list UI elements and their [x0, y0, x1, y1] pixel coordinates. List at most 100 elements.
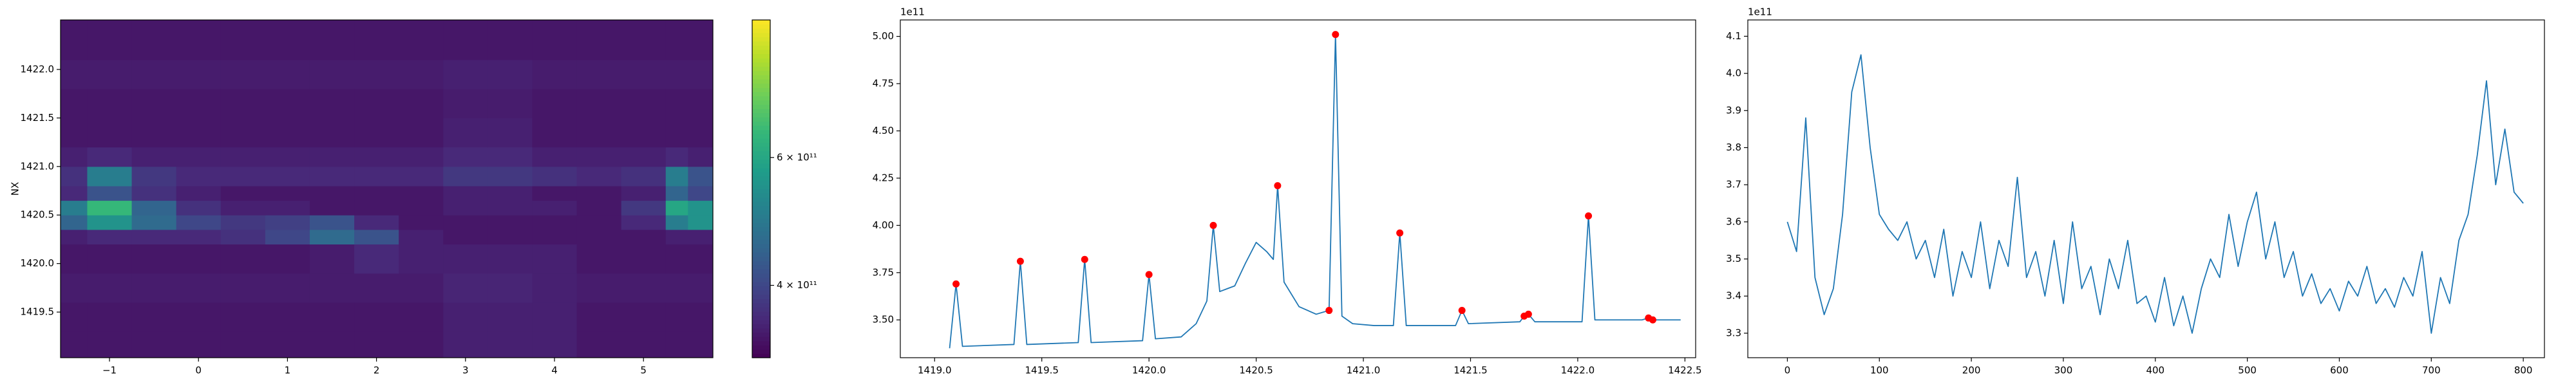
heatmap-cell: [87, 147, 133, 167]
heatmap-cell: [265, 302, 310, 332]
marker: [1396, 229, 1404, 237]
x-tick-label: 600: [2330, 365, 2349, 376]
heatmap-cell: [488, 185, 533, 201]
heatmap-cell: [399, 215, 444, 230]
colorbar-strip: [752, 163, 770, 169]
heatmap-cell: [265, 166, 310, 187]
heatmap-cell: [532, 302, 578, 332]
heatmap-cell: [309, 244, 355, 274]
heatmap-cell: [688, 273, 714, 303]
heatmap-cell: [265, 20, 310, 60]
colorbar-strip: [752, 146, 770, 152]
colorbar-strip: [752, 49, 770, 55]
heatmap-cell: [688, 302, 714, 332]
colorbar-strip: [752, 197, 770, 202]
colorbar-strip: [752, 315, 770, 320]
heatmap-cell: [443, 185, 488, 201]
colorbar-tick-label: 4 × 10¹¹: [777, 279, 817, 291]
colorbar-strip: [752, 345, 770, 350]
heatmap-cell: [576, 59, 622, 89]
heatmap-cell: [176, 118, 222, 148]
colorbar-strip: [752, 53, 770, 59]
heatmap-cell: [309, 229, 355, 244]
y-tick-label: 3.6: [1726, 216, 1741, 227]
x-tick-label: 700: [2422, 365, 2441, 376]
colorbar-strip: [752, 113, 770, 118]
heatmap-cell: [488, 118, 533, 148]
heatmap-cell: [576, 166, 622, 187]
heatmap-cell: [532, 89, 578, 118]
heatmap-cell: [354, 229, 399, 244]
heatmap-cell: [488, 229, 533, 244]
heatmap-cell: [576, 302, 622, 332]
heatmap-cell: [621, 229, 667, 244]
heatmap-cell: [176, 229, 222, 244]
heatmap-cell: [665, 244, 688, 274]
heatmap-cell: [309, 215, 355, 230]
heatmap-cell: [576, 147, 622, 167]
y-offset-label: 1e11: [900, 6, 925, 18]
heatmap-cell: [265, 215, 310, 230]
colorbar-strip: [752, 223, 770, 228]
heatmap-cell: [665, 331, 688, 358]
heatmap-cell: [354, 273, 399, 303]
heatmap-cell: [443, 331, 488, 358]
colorbar-strip: [752, 28, 770, 33]
colorbar-strip: [752, 167, 770, 172]
colorbar-strip: [752, 294, 770, 299]
heatmap-cell: [621, 215, 667, 230]
heatmap-cell: [443, 147, 488, 167]
heatmap-cell: [61, 331, 88, 358]
heatmap-cell: [488, 215, 533, 230]
heatmap-cell: [488, 302, 533, 332]
heatmap-cell: [576, 215, 622, 230]
heatmap-cell: [131, 273, 177, 303]
heatmap-cell: [87, 273, 133, 303]
heatmap-cell: [176, 185, 222, 201]
heatmap-cell: [621, 59, 667, 89]
heatmap-cell: [87, 166, 133, 187]
heatmap-cell: [399, 147, 444, 167]
x-tick-label: 2: [374, 365, 380, 376]
heatmap-cell: [399, 331, 444, 358]
axes-frame: [60, 19, 714, 358]
heatmap-cell: [131, 302, 177, 332]
heatmap-cell: [665, 59, 688, 89]
heatmap-cell: [354, 244, 399, 274]
heatmap-cell: [399, 185, 444, 201]
colorbar-strip: [752, 96, 770, 101]
heatmap-cell: [399, 273, 444, 303]
heatmap-cell: [488, 273, 533, 303]
heatmap-cell: [176, 273, 222, 303]
heatmap-cell: [354, 200, 399, 216]
heatmap-cell: [688, 244, 714, 274]
heatmap-cell: [220, 244, 266, 274]
heatmap-cell: [87, 185, 133, 201]
heatmap-cell: [443, 59, 488, 89]
heatmap-cell: [61, 273, 88, 303]
heatmap-cell: [532, 185, 578, 201]
heatmap-cell: [354, 20, 399, 60]
heatmap-cell: [87, 20, 133, 60]
heatmap-cell: [443, 244, 488, 274]
heatmap-cell: [176, 200, 222, 216]
heatmap-cell: [131, 166, 177, 187]
heatmap-cell: [176, 89, 222, 118]
y-tick-label: 1420.5: [21, 209, 55, 221]
line: [949, 33, 1681, 349]
colorbar-strip: [752, 349, 770, 354]
heatmap-cell: [443, 273, 488, 303]
heatmap-cell: [688, 166, 714, 187]
colorbar-strip: [752, 302, 770, 308]
heatmap-cell: [621, 185, 667, 201]
y-tick-label: 3.7: [1726, 179, 1741, 190]
colorbar-strip: [752, 45, 770, 50]
heatmap-cell: [309, 89, 355, 118]
colorbar-strip: [752, 328, 770, 333]
heatmap-cell: [688, 200, 714, 216]
heatmap-cell: [131, 185, 177, 201]
heatmap-cell: [665, 200, 688, 216]
y-axis-label: NX: [10, 182, 21, 196]
y-tick-label: 3.8: [1726, 142, 1741, 153]
